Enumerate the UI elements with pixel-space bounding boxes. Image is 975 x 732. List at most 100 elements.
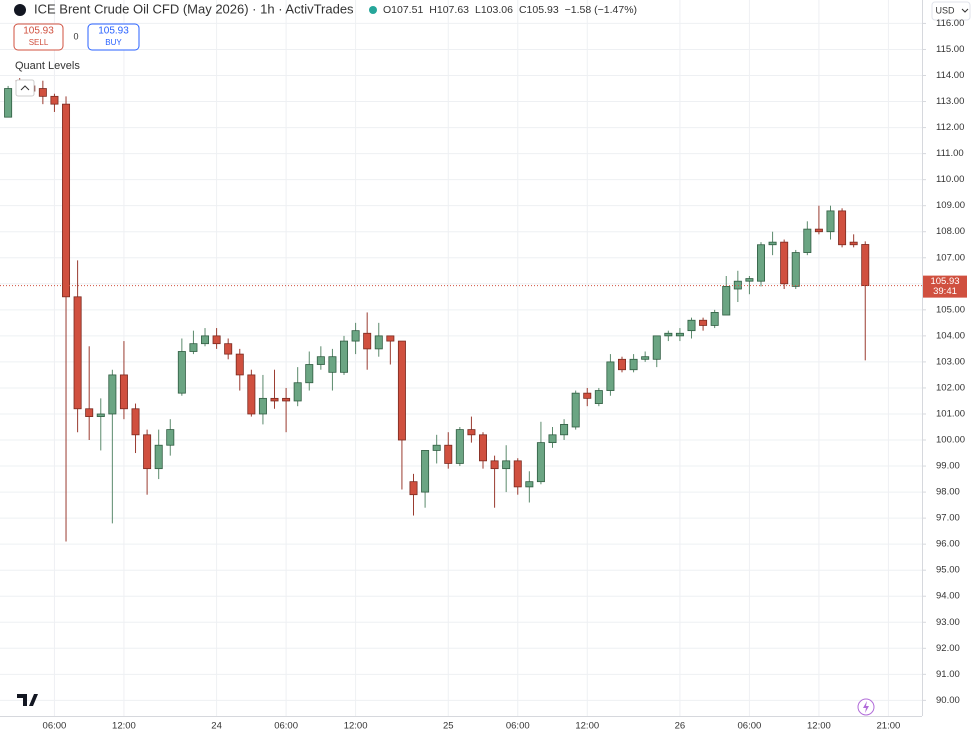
- candle-body: [699, 319, 708, 326]
- candle-body: [293, 382, 302, 402]
- y-tick-label: 99.00: [936, 461, 960, 472]
- price-label-box: [923, 275, 967, 298]
- candle-body: [351, 330, 360, 342]
- candle-body: [247, 374, 256, 415]
- change: −1.58 (−1.47%): [565, 4, 637, 16]
- candle-body: [548, 434, 557, 444]
- y-tick-label: 90.00: [936, 695, 960, 706]
- ohlc-legend: O107.51 H107.63 L103.06 C105.93 −1.58 (−1.47…: [383, 4, 637, 16]
- y-tick-label: 107.00: [936, 252, 965, 263]
- x-tick-label: 06:00: [274, 721, 298, 732]
- y-tick-label: 93.00: [936, 617, 960, 628]
- candle-body: [409, 481, 418, 496]
- candle-body: [455, 429, 464, 464]
- lightning-icon: [863, 701, 869, 713]
- x-tick-label: 06:00: [738, 721, 762, 732]
- candle-body: [177, 351, 186, 394]
- y-tick-label: 103.00: [936, 356, 965, 367]
- candle-body: [224, 343, 233, 355]
- candle-body: [791, 252, 800, 287]
- candle-body: [316, 356, 325, 365]
- candle-body: [282, 397, 291, 402]
- x-tick-label: 21:00: [877, 721, 901, 732]
- plot: [0, 0, 922, 716]
- sell-label[interactable]: SELL: [29, 38, 49, 47]
- candle-body: [131, 408, 140, 436]
- candle-body: [50, 95, 59, 105]
- sell-price[interactable]: 105.93: [23, 26, 54, 37]
- candle-body: [374, 335, 383, 350]
- candle-body: [571, 392, 580, 428]
- candle-body: [618, 358, 626, 371]
- buy-label[interactable]: BUY: [105, 38, 122, 47]
- currency-button[interactable]: [931, 1, 971, 21]
- countdown: 39:41: [933, 286, 957, 297]
- candle-body: [4, 88, 13, 118]
- y-tick-label: 95.00: [936, 565, 960, 576]
- candle-body: [814, 228, 823, 233]
- spread: 0: [73, 31, 78, 41]
- candle-body: [340, 340, 349, 373]
- x-tick-label: 26: [675, 721, 686, 732]
- candle-body: [560, 423, 569, 436]
- candle-body: [733, 280, 742, 290]
- y-tick-label: 91.00: [936, 669, 960, 680]
- candle-body: [722, 285, 731, 316]
- candle-body: [502, 460, 511, 470]
- candle-body: [652, 335, 661, 360]
- candle-body: [826, 210, 835, 233]
- candle-body: [166, 429, 175, 446]
- sell-button[interactable]: [13, 23, 64, 51]
- candle-body: [467, 429, 476, 436]
- x-tick-label: 06:00: [506, 721, 530, 732]
- y-tick-label: 92.00: [936, 643, 960, 654]
- indicator-label[interactable]: Quant Levels: [15, 60, 80, 72]
- candle-body: [305, 364, 314, 384]
- currency[interactable]: USD: [935, 5, 955, 15]
- y-tick-label: 109.00: [936, 200, 965, 211]
- buy-button[interactable]: [87, 23, 140, 51]
- candle-body: [96, 413, 105, 417]
- y-tick-label: 102.00: [936, 382, 965, 393]
- candle-body: [861, 244, 870, 287]
- y-tick-label: 100.00: [936, 435, 965, 446]
- candle-body: [432, 444, 441, 451]
- collapse-button[interactable]: [15, 79, 35, 97]
- ohlc-value: O107.51: [383, 4, 423, 16]
- candle-body: [803, 228, 812, 253]
- price-label: 105.93: [930, 276, 959, 287]
- candle-body: [108, 374, 117, 415]
- candle-body: [444, 444, 453, 464]
- candle-body: [525, 481, 534, 488]
- candle-body: [270, 397, 279, 402]
- y-tick-label: 111.00: [936, 148, 964, 159]
- candle-body: [73, 296, 82, 410]
- candle-body: [606, 361, 615, 391]
- x-tick-label: 24: [211, 721, 222, 732]
- candle-body: [838, 210, 847, 246]
- y-tick-label: 108.00: [936, 226, 965, 237]
- y-tick-label: 98.00: [936, 487, 960, 498]
- candle-body: [143, 434, 152, 470]
- candle-body: [201, 335, 210, 345]
- buy-price[interactable]: 105.93: [98, 26, 129, 37]
- currency-arrow: [961, 8, 969, 13]
- ohlc-value: H107.63: [429, 4, 469, 16]
- y-tick-label: 96.00: [936, 539, 960, 550]
- candle-body: [490, 460, 499, 470]
- candle-body: [629, 358, 638, 371]
- y-tick-label: 94.00: [936, 591, 960, 602]
- x-tick-label: 12:00: [112, 721, 136, 732]
- tv-logo: [17, 694, 38, 706]
- y-tick-label: 105.00: [936, 304, 965, 315]
- market-status: [369, 6, 377, 14]
- candle-body: [710, 312, 719, 326]
- candle-body: [328, 356, 337, 373]
- candle-body: [189, 343, 198, 352]
- candle-body: [154, 444, 163, 470]
- candle-body: [212, 335, 221, 345]
- y-tick-label: 116.00: [936, 18, 964, 29]
- y-tick-label: 115.00: [936, 44, 964, 55]
